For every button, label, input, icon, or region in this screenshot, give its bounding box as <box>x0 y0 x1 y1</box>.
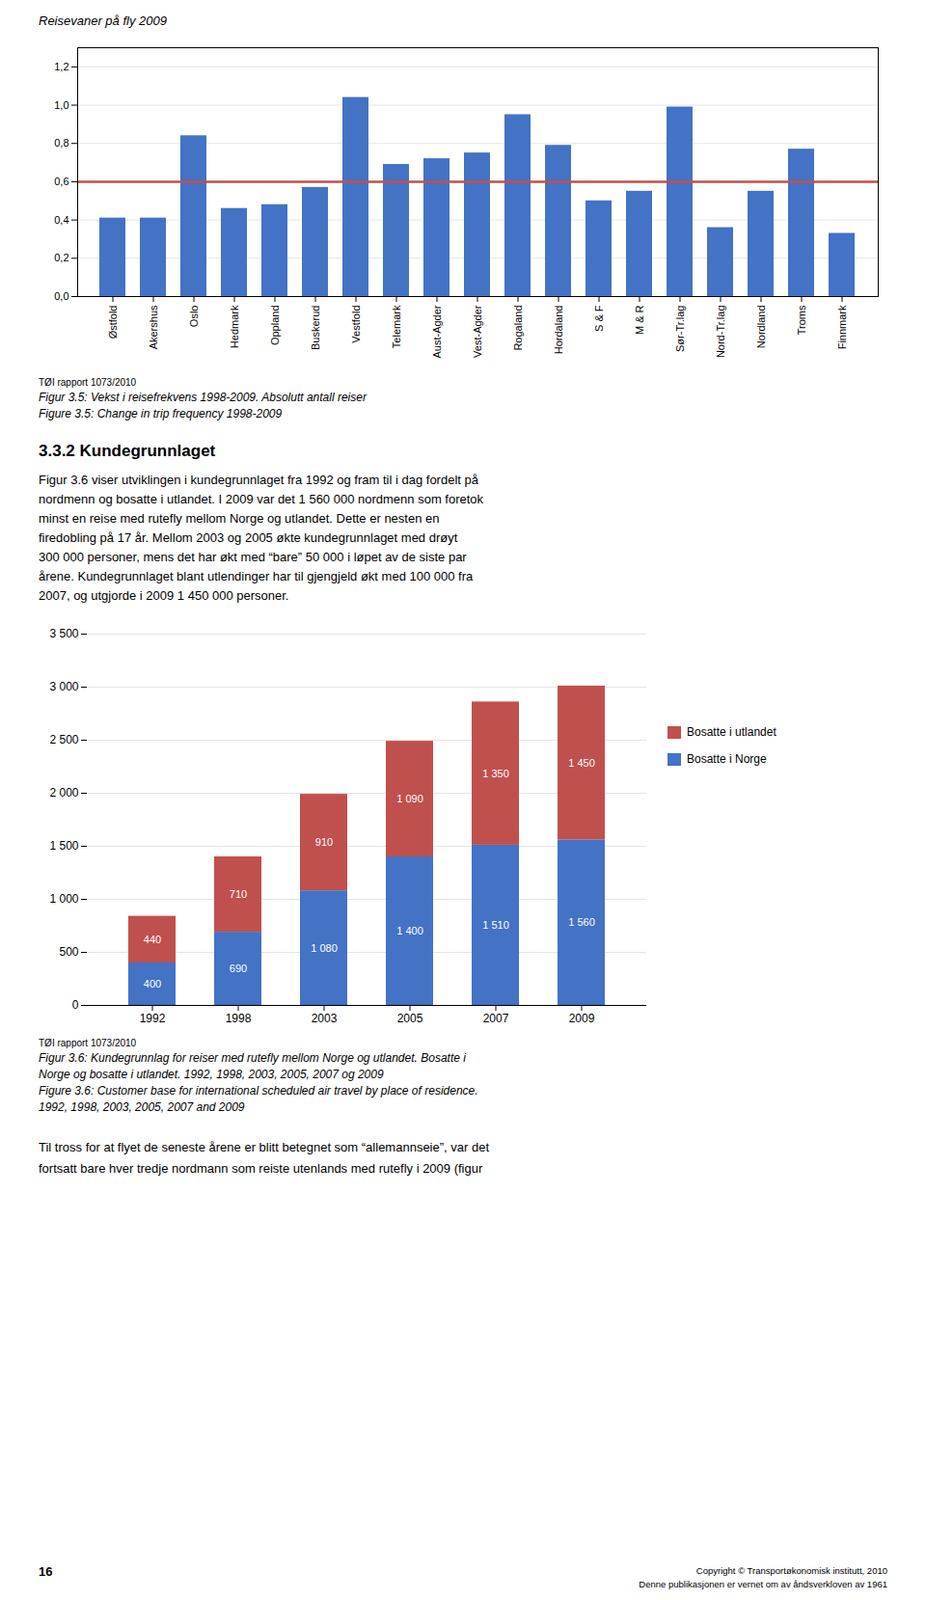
svg-text:0,8: 0,8 <box>54 136 69 149</box>
svg-text:0,4: 0,4 <box>54 214 69 226</box>
svg-text:Aust-Agder: Aust-Agder <box>431 304 443 358</box>
svg-text:1 510: 1 510 <box>482 919 510 931</box>
svg-text:2 000: 2 000 <box>49 786 79 800</box>
svg-text:Sør-Tr.lag: Sør-Tr.lag <box>674 305 686 354</box>
svg-text:1 000: 1 000 <box>49 892 79 906</box>
svg-text:S & F: S & F <box>593 304 605 332</box>
svg-text:1992: 1992 <box>139 1011 166 1026</box>
html-text:Til tross for at flyet de sene: Til tross for at flyet de seneste årene … <box>38 1140 490 1155</box>
svg-text:Hordaland: Hordaland <box>552 305 565 355</box>
svg-text:1 090: 1 090 <box>396 792 424 805</box>
html-text:Figur 3.6: Kundegrunnlag for r: Figur 3.6: Kundegrunnlag for reiser med … <box>38 1051 466 1065</box>
html-text:Norge og bosatte i utlandet. 1: Norge og bosatte i utlandet. 1992, 1998,… <box>38 1067 384 1082</box>
html-text:nordmenn og bosatte i utlandet: nordmenn og bosatte i utlandet. I 2009 v… <box>38 491 484 507</box>
svg-text:Nord-Tr.lag: Nord-Tr.lag <box>714 305 727 359</box>
svg-text:0,6: 0,6 <box>54 175 69 188</box>
svg-text:Rogaland: Rogaland <box>512 305 524 352</box>
html-text:Figur 3.5: Vekst i reisefrekve: Figur 3.5: Vekst i reisefrekvens 1998-20… <box>38 390 367 405</box>
html-text:Copyright © Transportøkonomisk: Copyright © Transportøkonomisk institutt… <box>696 1565 888 1577</box>
svg-text:Oppland: Oppland <box>269 305 281 347</box>
svg-text:2 500: 2 500 <box>49 733 79 747</box>
svg-text:500: 500 <box>58 945 79 959</box>
svg-text:3 000: 3 000 <box>49 680 79 694</box>
svg-text:Hedmark: Hedmark <box>228 304 241 349</box>
svg-text:Nordland: Nordland <box>755 305 767 350</box>
svg-text:1998: 1998 <box>225 1011 252 1026</box>
svg-text:Vestfold: Vestfold <box>350 305 362 344</box>
svg-text:400: 400 <box>143 978 162 990</box>
svg-text:1 450: 1 450 <box>568 757 596 769</box>
svg-text:440: 440 <box>143 933 162 946</box>
svg-text:Oslo: Oslo <box>188 305 200 328</box>
html-text:årene. Kundegrunnlaget blant u: årene. Kundegrunnlaget blant utlendinger… <box>38 569 473 584</box>
html-text:Bosatte i utlandet: Bosatte i utlandet <box>686 725 777 739</box>
svg-text:3 500: 3 500 <box>49 626 79 641</box>
svg-text:Finnmark: Finnmark <box>836 304 848 350</box>
svg-text:1 560: 1 560 <box>568 916 596 928</box>
svg-text:2009: 2009 <box>569 1011 596 1026</box>
html-text:3.3.2 Kundegrunnlaget: 3.3.2 Kundegrunnlaget <box>38 441 216 461</box>
html-text:fortsatt bare hver tredje nord: fortsatt bare hver tredje nordmann som r… <box>38 1161 483 1176</box>
svg-text:M & R: M & R <box>633 304 646 335</box>
svg-text:0,0: 0,0 <box>54 290 69 302</box>
html-text:Figure 3.5: Change in trip fre: Figure 3.5: Change in trip frequency 199… <box>38 407 282 421</box>
svg-text:910: 910 <box>315 836 333 848</box>
svg-text:1,0: 1,0 <box>54 99 69 111</box>
svg-text:Østfold: Østfold <box>107 305 119 340</box>
svg-text:1 080: 1 080 <box>310 942 338 954</box>
svg-text:1 400: 1 400 <box>396 925 424 937</box>
svg-text:0,2: 0,2 <box>54 251 69 264</box>
html-text:1992, 1998, 2003, 2005, 2007 a: 1992, 1998, 2003, 2005, 2007 and 2009 <box>38 1100 245 1115</box>
html-text:minst en reise med rutefly mel: minst en reise med rutefly mellom Norge … <box>38 511 440 526</box>
html-text:2007, og utgjorde i 2009 1 450: 2007, og utgjorde i 2009 1 450 000 perso… <box>38 588 289 603</box>
svg-text:Telemark: Telemark <box>390 304 403 349</box>
svg-text:Akershus: Akershus <box>147 304 160 350</box>
svg-text:Vest-Agder: Vest-Agder <box>471 304 484 358</box>
html-text:300 000 personer, mens det har: 300 000 personer, mens det har økt med “… <box>38 549 467 565</box>
svg-text:2005: 2005 <box>397 1011 424 1026</box>
svg-text:Troms: Troms <box>795 304 808 335</box>
svg-text:1,2: 1,2 <box>54 60 69 73</box>
html-text:TØI rapport 1073/2010: TØI rapport 1073/2010 <box>38 1037 137 1049</box>
html-text:Bosatte i Norge: Bosatte i Norge <box>686 752 767 766</box>
html-text:TØI rapport 1073/2010: TØI rapport 1073/2010 <box>38 377 137 388</box>
html-text:Denne publikasjonen er vernet: Denne publikasjonen er vernet om av ånds… <box>638 1579 888 1590</box>
svg-text:1 500: 1 500 <box>49 839 79 853</box>
html-text:Figur 3.6 viser utviklingen i: Figur 3.6 viser utviklingen i kundegrunn… <box>38 472 479 488</box>
html-text:Figure 3.6: Customer base for: Figure 3.6: Customer base for internatio… <box>38 1084 479 1098</box>
svg-text:2007: 2007 <box>483 1011 510 1026</box>
svg-text:0: 0 <box>72 998 80 1012</box>
svg-text:2003: 2003 <box>311 1011 338 1026</box>
svg-text:Buskerud: Buskerud <box>309 305 322 351</box>
html-text:16: 16 <box>38 1564 53 1580</box>
html-text:Reisevaner på fly 2009: Reisevaner på fly 2009 <box>38 13 167 28</box>
svg-text:1 350: 1 350 <box>482 767 510 780</box>
html-text:firedobling på 17 år. Mellom 2: firedobling på 17 år. Mellom 2003 og 200… <box>38 530 458 545</box>
svg-text:690: 690 <box>229 962 247 975</box>
svg-text:710: 710 <box>229 888 247 900</box>
